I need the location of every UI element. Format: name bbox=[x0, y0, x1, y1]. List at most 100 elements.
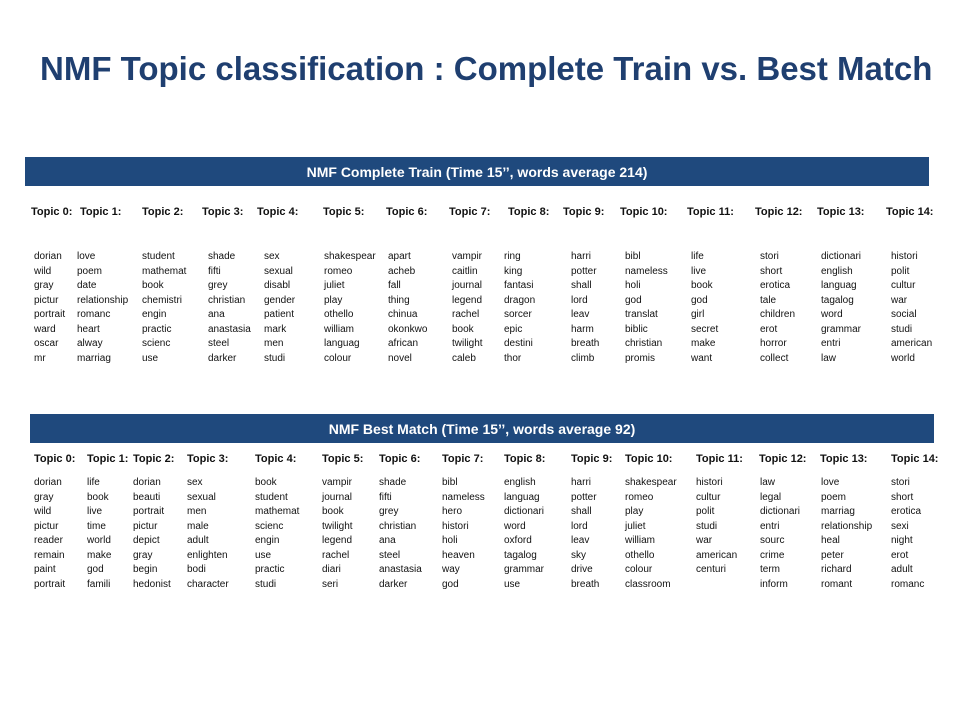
topic-8-word-list: ring king fantasi dragon sorcer epic destini th… bbox=[504, 250, 535, 366]
topic-word: vampir bbox=[322, 477, 353, 488]
topic-word: dorian bbox=[34, 251, 62, 262]
topic-7-header: Topic 7: bbox=[442, 453, 484, 465]
topic-word: mr bbox=[34, 352, 46, 364]
topic-word: richard bbox=[821, 564, 852, 575]
topic-4-header: Topic 4: bbox=[255, 453, 297, 465]
topic-word: want bbox=[691, 352, 713, 364]
topic-word: shakespear bbox=[324, 251, 376, 262]
topic-5-header: Topic 5: bbox=[323, 206, 365, 218]
topic-word: oscar bbox=[34, 338, 59, 349]
topic-word: rachel bbox=[322, 549, 350, 561]
topic-word: sexi bbox=[891, 520, 909, 532]
topic-word: live bbox=[87, 506, 103, 517]
topic-word: marriag bbox=[77, 352, 111, 364]
topic-word: juliet bbox=[625, 520, 646, 532]
topic-word: engin bbox=[142, 309, 167, 320]
topic-word: studi bbox=[891, 323, 913, 335]
topic-word: peter bbox=[821, 549, 844, 561]
topic-8-header: Topic 8: bbox=[504, 453, 546, 465]
topic-word: destini bbox=[504, 338, 533, 349]
topic-word: chemistri bbox=[142, 294, 183, 306]
topic-word: legend bbox=[322, 535, 353, 546]
topic-word: sourc bbox=[760, 535, 785, 546]
topic-12-header: Topic 12: bbox=[759, 453, 807, 465]
topic-word: erot bbox=[891, 549, 909, 561]
topic-word: bodi bbox=[187, 564, 206, 575]
topic-6-header: Topic 6: bbox=[386, 206, 428, 218]
topic-word: adult bbox=[891, 564, 913, 575]
topic-word: life bbox=[691, 251, 704, 262]
topic-word: thor bbox=[504, 352, 522, 364]
topic-word: fifti bbox=[379, 491, 392, 503]
topic-word: breath bbox=[571, 338, 600, 349]
topic-word: histori bbox=[696, 477, 723, 488]
topic-word: ring bbox=[504, 251, 521, 262]
topic-14-word-list: stori short erotica sexi night erot adult roman… bbox=[891, 476, 924, 592]
topic-word: journal bbox=[452, 280, 483, 291]
topic-word: cultur bbox=[696, 491, 721, 503]
topic-11-word-list: histori cultur polit studi war american centur… bbox=[696, 476, 737, 578]
topic-word: mark bbox=[264, 323, 287, 335]
topic-word: world bbox=[891, 352, 915, 364]
topic-word: steel bbox=[379, 549, 401, 561]
topic-word: use bbox=[255, 549, 272, 561]
topic-4-word-list: sex sexual disabl gender patient mark men studi bbox=[264, 250, 295, 366]
topic-word: colour bbox=[625, 564, 653, 575]
topic-2-word-list: student mathemat book chemistri engin practic… bbox=[142, 250, 186, 366]
topic-word: studi bbox=[264, 352, 286, 364]
topic-word: gender bbox=[264, 294, 296, 306]
topic-word: languag bbox=[324, 338, 360, 349]
topic-word: fall bbox=[388, 280, 401, 291]
topic-3-word-list: sex sexual men male adult enlighten bodi charac… bbox=[187, 476, 229, 592]
topic-14-word-list: histori polit cultur war social studi american… bbox=[891, 250, 932, 366]
topic-word: famili bbox=[87, 578, 111, 590]
slide-title: NMF Topic classification : Complete Trai… bbox=[40, 50, 933, 87]
topic-word: dragon bbox=[504, 294, 536, 306]
topic-word: languag bbox=[504, 491, 540, 503]
topic-word: steel bbox=[208, 338, 230, 349]
topic-word: sky bbox=[571, 549, 586, 561]
topic-word: grey bbox=[379, 506, 399, 517]
topic-word: harri bbox=[571, 251, 592, 262]
topic-1-header: Topic 1: bbox=[80, 206, 122, 218]
topic-word: romeo bbox=[625, 491, 654, 503]
topic-word: book bbox=[452, 323, 474, 335]
topic-word: legal bbox=[760, 491, 782, 503]
topic-word: shade bbox=[208, 251, 236, 262]
topic-word: children bbox=[760, 309, 796, 320]
topic-word: alway bbox=[77, 338, 103, 349]
topic-13-word-list: dictionari english languag tagalog word gramm… bbox=[821, 250, 861, 366]
topic-word: way bbox=[442, 564, 460, 575]
topic-word: poem bbox=[821, 491, 847, 503]
topic-word: short bbox=[891, 491, 914, 503]
topic-9-header: Topic 9: bbox=[563, 206, 605, 218]
topic-word: anastasia bbox=[208, 323, 251, 335]
topic-word: okonkwo bbox=[388, 323, 428, 335]
topic-word: secret bbox=[691, 323, 719, 335]
topic-word: sex bbox=[264, 251, 280, 262]
topic-word: william bbox=[625, 535, 655, 546]
topic-word: poem bbox=[77, 265, 103, 277]
topic-word: caitlin bbox=[452, 265, 478, 277]
topic-word: cultur bbox=[891, 280, 916, 291]
topic-word: grammar bbox=[821, 323, 862, 335]
topic-word: shall bbox=[571, 280, 592, 291]
topic-word: holi bbox=[442, 535, 458, 546]
topic-5-word-list: shakespear romeo juliet play othello william l… bbox=[324, 250, 376, 366]
topic-word: histori bbox=[891, 251, 918, 262]
topic-3-header: Topic 3: bbox=[187, 453, 229, 465]
section-banner-best-match: NMF Best Match (Time 15’’, words average… bbox=[30, 414, 934, 443]
topic-word: men bbox=[187, 506, 207, 517]
topic-11-word-list: life live book god girl secret make want bbox=[691, 250, 718, 366]
topic-word: reader bbox=[34, 535, 63, 546]
topic-word: dictionari bbox=[504, 506, 545, 517]
topic-word: inform bbox=[760, 578, 788, 590]
topic-word: grammar bbox=[504, 564, 545, 575]
topic-word: engin bbox=[255, 535, 280, 546]
topic-word: colour bbox=[324, 352, 352, 364]
topic-9-word-list: harri potter shall lord leav harm breath climb bbox=[571, 250, 599, 366]
topic-word: diari bbox=[322, 564, 341, 575]
topic-word: enlighten bbox=[187, 549, 228, 561]
topic-word: potter bbox=[571, 265, 597, 277]
topic-word: world bbox=[87, 535, 111, 546]
